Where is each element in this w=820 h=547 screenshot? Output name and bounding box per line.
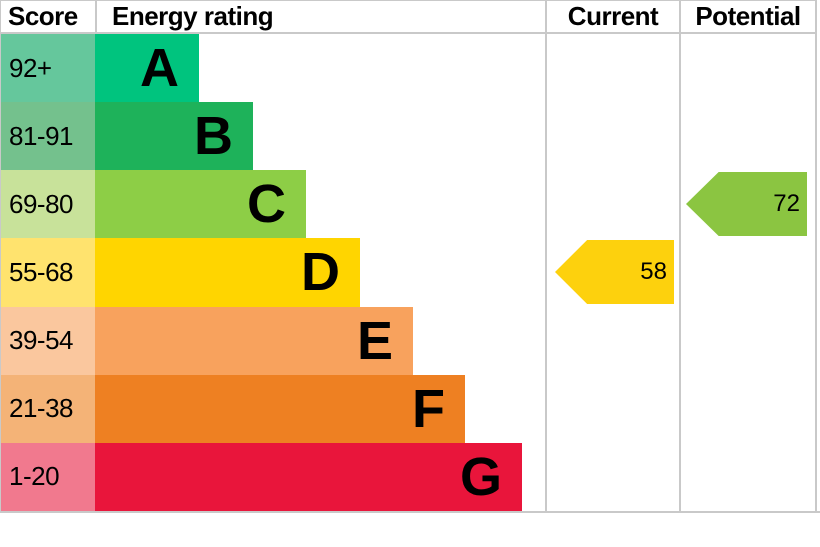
score-range-a: 92+	[0, 34, 95, 103]
header-underline	[0, 32, 817, 34]
band-row-d: 55-68 D	[0, 238, 545, 307]
score-column-divider	[95, 0, 97, 33]
band-rows: 92+ A 81-91 B 69-80 C 55-68 D 39-54 E 21-38 F 1-20 G	[0, 34, 545, 511]
band-bar-c: C	[95, 170, 306, 239]
current-column-divider	[545, 0, 547, 512]
header-energy-rating: Energy rating	[112, 1, 274, 31]
band-row-b: 81-91 B	[0, 102, 545, 171]
band-bar-a: A	[95, 34, 199, 103]
grade-letter-c: C	[247, 174, 286, 235]
grade-letter-g: G	[459, 446, 502, 507]
score-range-e: 39-54	[0, 306, 95, 375]
band-row-g: 1-20 G	[0, 442, 545, 511]
band-bar-g: G	[95, 442, 522, 511]
score-range-c: 69-80	[0, 170, 95, 239]
band-bar-d: D	[95, 238, 360, 307]
table-top-border	[0, 0, 817, 1]
potential-rating-value: 72	[773, 190, 800, 217]
band-row-f: 21-38 F	[0, 374, 545, 443]
band-row-a: 92+ A	[0, 34, 545, 103]
band-row-e: 39-54 E	[0, 306, 545, 375]
header-current: Current	[567, 1, 659, 31]
potential-column-divider	[679, 0, 681, 512]
grade-letter-b: B	[194, 106, 233, 167]
band-row-c: 69-80 C	[0, 170, 545, 239]
score-range-f: 21-38	[0, 374, 95, 443]
grade-letter-f: F	[412, 378, 445, 439]
band-bar-f: F	[95, 374, 465, 443]
score-range-g: 1-20	[0, 442, 95, 511]
band-bar-e: E	[95, 306, 413, 375]
table-right-border	[815, 0, 817, 512]
table-left-border	[0, 0, 1, 512]
grade-letter-e: E	[356, 310, 393, 371]
score-range-d: 55-68	[0, 238, 95, 307]
score-range-b: 81-91	[0, 102, 95, 171]
band-bar-b: B	[95, 102, 253, 171]
current-rating-value: 58	[640, 258, 667, 285]
header-potential: Potential	[695, 1, 801, 31]
table-bottom-border	[0, 511, 820, 513]
current-rating-arrow: 58	[555, 240, 674, 304]
potential-rating-arrow: 72	[686, 172, 807, 236]
grade-letter-d: D	[301, 242, 340, 303]
header-score: Score	[8, 1, 78, 31]
grade-letter-a: A	[140, 38, 179, 99]
